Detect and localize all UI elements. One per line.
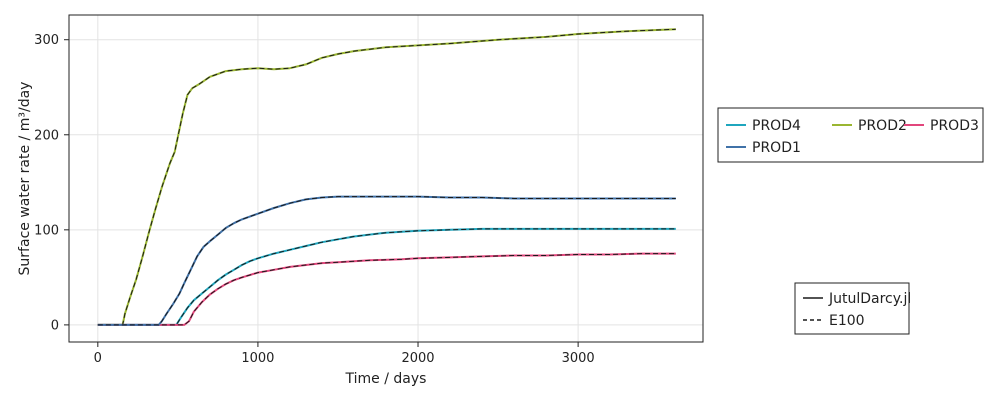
series-dashed-line-prod2 [97, 28, 676, 326]
plot-frame [68, 14, 704, 343]
legend-style-label-solid: JutulDarcy.jl [828, 291, 911, 307]
y-axis-label: Surface water rate / m³/day [17, 82, 33, 276]
legend-label-prod3: PROD3 [930, 118, 979, 134]
series-dashed-line-prod4 [97, 228, 676, 326]
legend-label-prod2: PROD2 [858, 118, 907, 134]
legend-label-prod1: PROD1 [752, 140, 801, 156]
legend-styles: JutulDarcy.jl E100 [794, 282, 911, 335]
legend-series: PROD4 PROD2 PROD3 PROD1 [717, 107, 984, 163]
x-axis-label: Time / days [345, 371, 427, 387]
series-legend-frame [717, 107, 984, 163]
y-tick-label: 300 [34, 33, 59, 48]
y-tick-label: 200 [34, 128, 59, 143]
x-tick-label: 2000 [401, 351, 434, 366]
axes-layer: 0 1000 2000 3000 0 100 200 300 [34, 33, 594, 366]
series-line-prod4 [97, 227, 676, 326]
series-dashed-line-prod3 [97, 253, 676, 326]
x-tick-label: 0 [94, 351, 102, 366]
y-tick-label: 0 [51, 318, 59, 333]
x-tick-label: 3000 [562, 351, 595, 366]
legend-label-prod4: PROD4 [752, 118, 801, 134]
series-line-prod3 [97, 252, 676, 326]
series-dashed-line-prod1 [97, 196, 676, 326]
y-tick-label: 100 [34, 223, 59, 238]
legend-style-label-dashed: E100 [829, 313, 865, 329]
x-tick-label: 1000 [241, 351, 274, 366]
style-legend-frame [794, 282, 910, 335]
series-layer [97, 28, 676, 326]
